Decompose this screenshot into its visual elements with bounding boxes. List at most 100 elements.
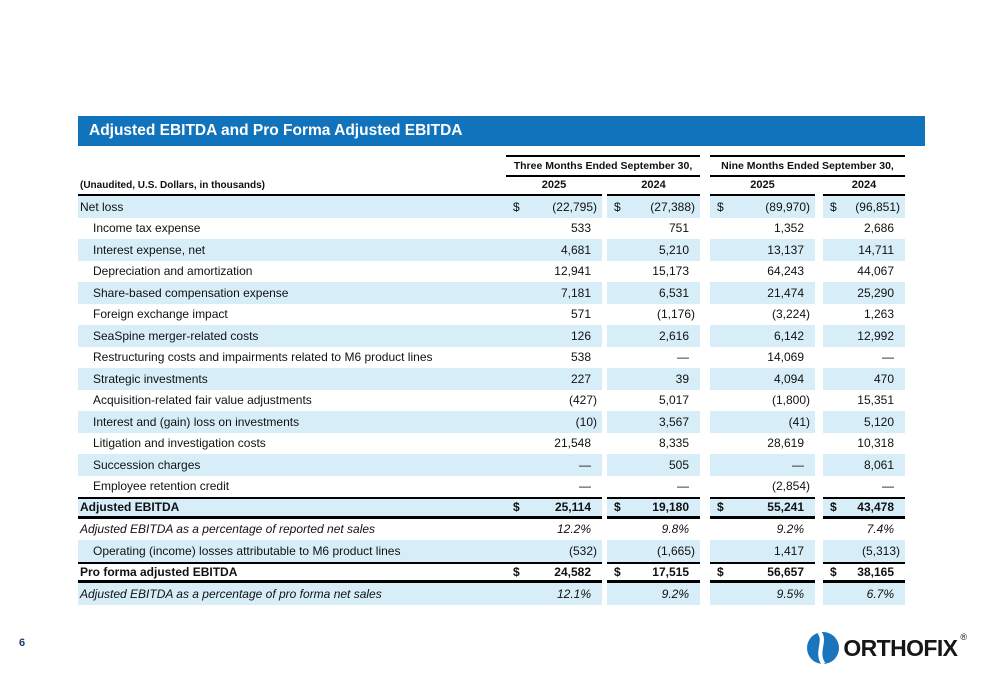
year-col-1: 2025 bbox=[506, 177, 602, 196]
row-value-cell: (532) bbox=[506, 540, 602, 562]
row-label: Strategic investments bbox=[78, 368, 506, 390]
row-value-cell: 9.2% bbox=[607, 583, 700, 605]
column-gap bbox=[815, 177, 823, 196]
cell-value: 24,582 bbox=[554, 564, 591, 579]
row-value-cell: — bbox=[607, 476, 700, 498]
row-value-cell: 6,142 bbox=[710, 325, 815, 347]
row-label: Share-based compensation expense bbox=[78, 282, 506, 304]
cell-value: 126 bbox=[570, 328, 591, 343]
cell-value: — bbox=[882, 350, 894, 365]
cell-value: 571 bbox=[570, 307, 591, 322]
row-label: Adjusted EBITDA bbox=[78, 497, 506, 519]
column-gap bbox=[700, 475, 710, 497]
row-value-cell: 227 bbox=[506, 368, 602, 390]
row-value-cell: 470 bbox=[823, 368, 905, 390]
column-gap bbox=[815, 497, 823, 519]
row-label: Interest and (gain) loss on investments bbox=[78, 411, 506, 433]
cell-value: 538 bbox=[570, 350, 591, 365]
cell-value: 28,619 bbox=[767, 436, 804, 451]
row-label: Litigation and investigation costs bbox=[93, 436, 266, 451]
column-gap bbox=[700, 196, 710, 218]
row-label: Employee retention credit bbox=[93, 479, 230, 494]
cell-value: 25,114 bbox=[554, 500, 591, 515]
column-gap bbox=[602, 303, 607, 325]
cell-value: 12.2% bbox=[556, 522, 591, 537]
row-value-cell: 3,567 bbox=[607, 411, 700, 433]
column-gap bbox=[815, 518, 823, 540]
row-label: Foreign exchange impact bbox=[93, 307, 228, 322]
cell-value: (22,795) bbox=[552, 199, 597, 214]
cell-value: (27,388) bbox=[650, 199, 695, 214]
table-row: Adjusted EBITDA $25,114 $19,180 $55,241 $43,… bbox=[78, 497, 905, 519]
row-label: SeaSpine merger-related costs bbox=[78, 325, 506, 347]
cell-value: 15,351 bbox=[857, 393, 894, 408]
table-row: Net loss $ (22,795) $ (27,388) $ (89,970) $ (96,… bbox=[78, 196, 905, 218]
row-value-cell: (1,800) bbox=[710, 390, 815, 412]
column-gap bbox=[602, 217, 607, 239]
row-value-cell: 5,120 bbox=[823, 411, 905, 433]
row-value-cell: 571 bbox=[506, 304, 602, 326]
row-value-cell: 21,474 bbox=[710, 282, 815, 304]
cell-value: 7.4% bbox=[866, 522, 894, 537]
cell-value: 12,992 bbox=[857, 328, 894, 343]
column-gap bbox=[700, 454, 710, 476]
year-col-4: 2024 bbox=[823, 177, 905, 196]
cell-value: 64,243 bbox=[767, 264, 804, 279]
column-gap bbox=[815, 432, 823, 454]
group-gap bbox=[700, 155, 710, 177]
row-value-cell: $56,657 bbox=[710, 561, 815, 583]
column-gap bbox=[815, 540, 823, 562]
column-gap bbox=[700, 177, 710, 196]
column-gap bbox=[700, 346, 710, 368]
cell-value: 10,318 bbox=[857, 436, 894, 451]
row-label: Adjusted EBITDA as a percentage of pro f… bbox=[78, 583, 506, 605]
cell-value: 9.8% bbox=[661, 522, 689, 537]
row-label: Restructuring costs and impairments rela… bbox=[93, 350, 433, 365]
dollar-sign: $ bbox=[513, 564, 520, 579]
cell-value: — bbox=[677, 350, 689, 365]
column-gap bbox=[602, 239, 607, 261]
table-year-header: (Unaudited, U.S. Dollars, in thousands) … bbox=[78, 177, 905, 196]
row-value-cell: (427) bbox=[506, 390, 602, 412]
row-value-cell: 1,263 bbox=[823, 304, 905, 326]
cell-value: 505 bbox=[668, 457, 689, 472]
cell-value: 8,061 bbox=[863, 457, 894, 472]
cell-value: 4,094 bbox=[773, 371, 804, 386]
row-value-cell: $ (89,970) bbox=[710, 196, 815, 218]
table-row: Operating (income) losses attributable t… bbox=[78, 540, 905, 562]
row-value-cell: 12,941 bbox=[506, 261, 602, 283]
column-gap bbox=[700, 561, 710, 583]
row-value-cell: 505 bbox=[607, 454, 700, 476]
orthofix-logo-icon bbox=[807, 631, 840, 665]
dollar-sign: $ bbox=[830, 199, 837, 214]
cell-value: 5,210 bbox=[658, 242, 689, 257]
slide-title: Adjusted EBITDA and Pro Forma Adjusted E… bbox=[89, 122, 463, 139]
cell-value: 2,686 bbox=[863, 221, 894, 236]
cell-value: (3,224) bbox=[771, 307, 810, 322]
column-gap bbox=[602, 540, 607, 562]
cell-value: 13,137 bbox=[767, 242, 804, 257]
row-value-cell: 8,061 bbox=[823, 454, 905, 476]
table-row: Pro forma adjusted EBITDA $24,582 $17,515 $… bbox=[78, 561, 905, 583]
row-value-cell: $24,582 bbox=[506, 561, 602, 583]
column-gap bbox=[815, 368, 823, 390]
row-value-cell: 4,681 bbox=[506, 239, 602, 261]
row-value-cell: 533 bbox=[506, 218, 602, 240]
table-row: Adjusted EBITDA as a percentage of repor… bbox=[78, 518, 905, 541]
cell-value: 6,142 bbox=[773, 328, 804, 343]
cell-value: — bbox=[882, 479, 894, 494]
column-gap bbox=[815, 303, 823, 325]
row-label: Depreciation and amortization bbox=[93, 264, 253, 279]
row-value-cell: 12.2% bbox=[506, 519, 602, 541]
column-gap bbox=[700, 260, 710, 282]
cell-value: — bbox=[579, 479, 591, 494]
column-gap bbox=[602, 282, 607, 304]
row-value-cell: 5,017 bbox=[607, 390, 700, 412]
row-value-cell: 21,548 bbox=[506, 433, 602, 455]
row-value-cell: $38,165 bbox=[823, 561, 905, 583]
cell-value: 21,474 bbox=[767, 285, 804, 300]
table-group-header: Three Months Ended September 30, Nine Mo… bbox=[78, 155, 905, 177]
row-value-cell: 28,619 bbox=[710, 433, 815, 455]
row-value-cell: 7.4% bbox=[823, 519, 905, 541]
page-number: 6 bbox=[19, 637, 26, 649]
